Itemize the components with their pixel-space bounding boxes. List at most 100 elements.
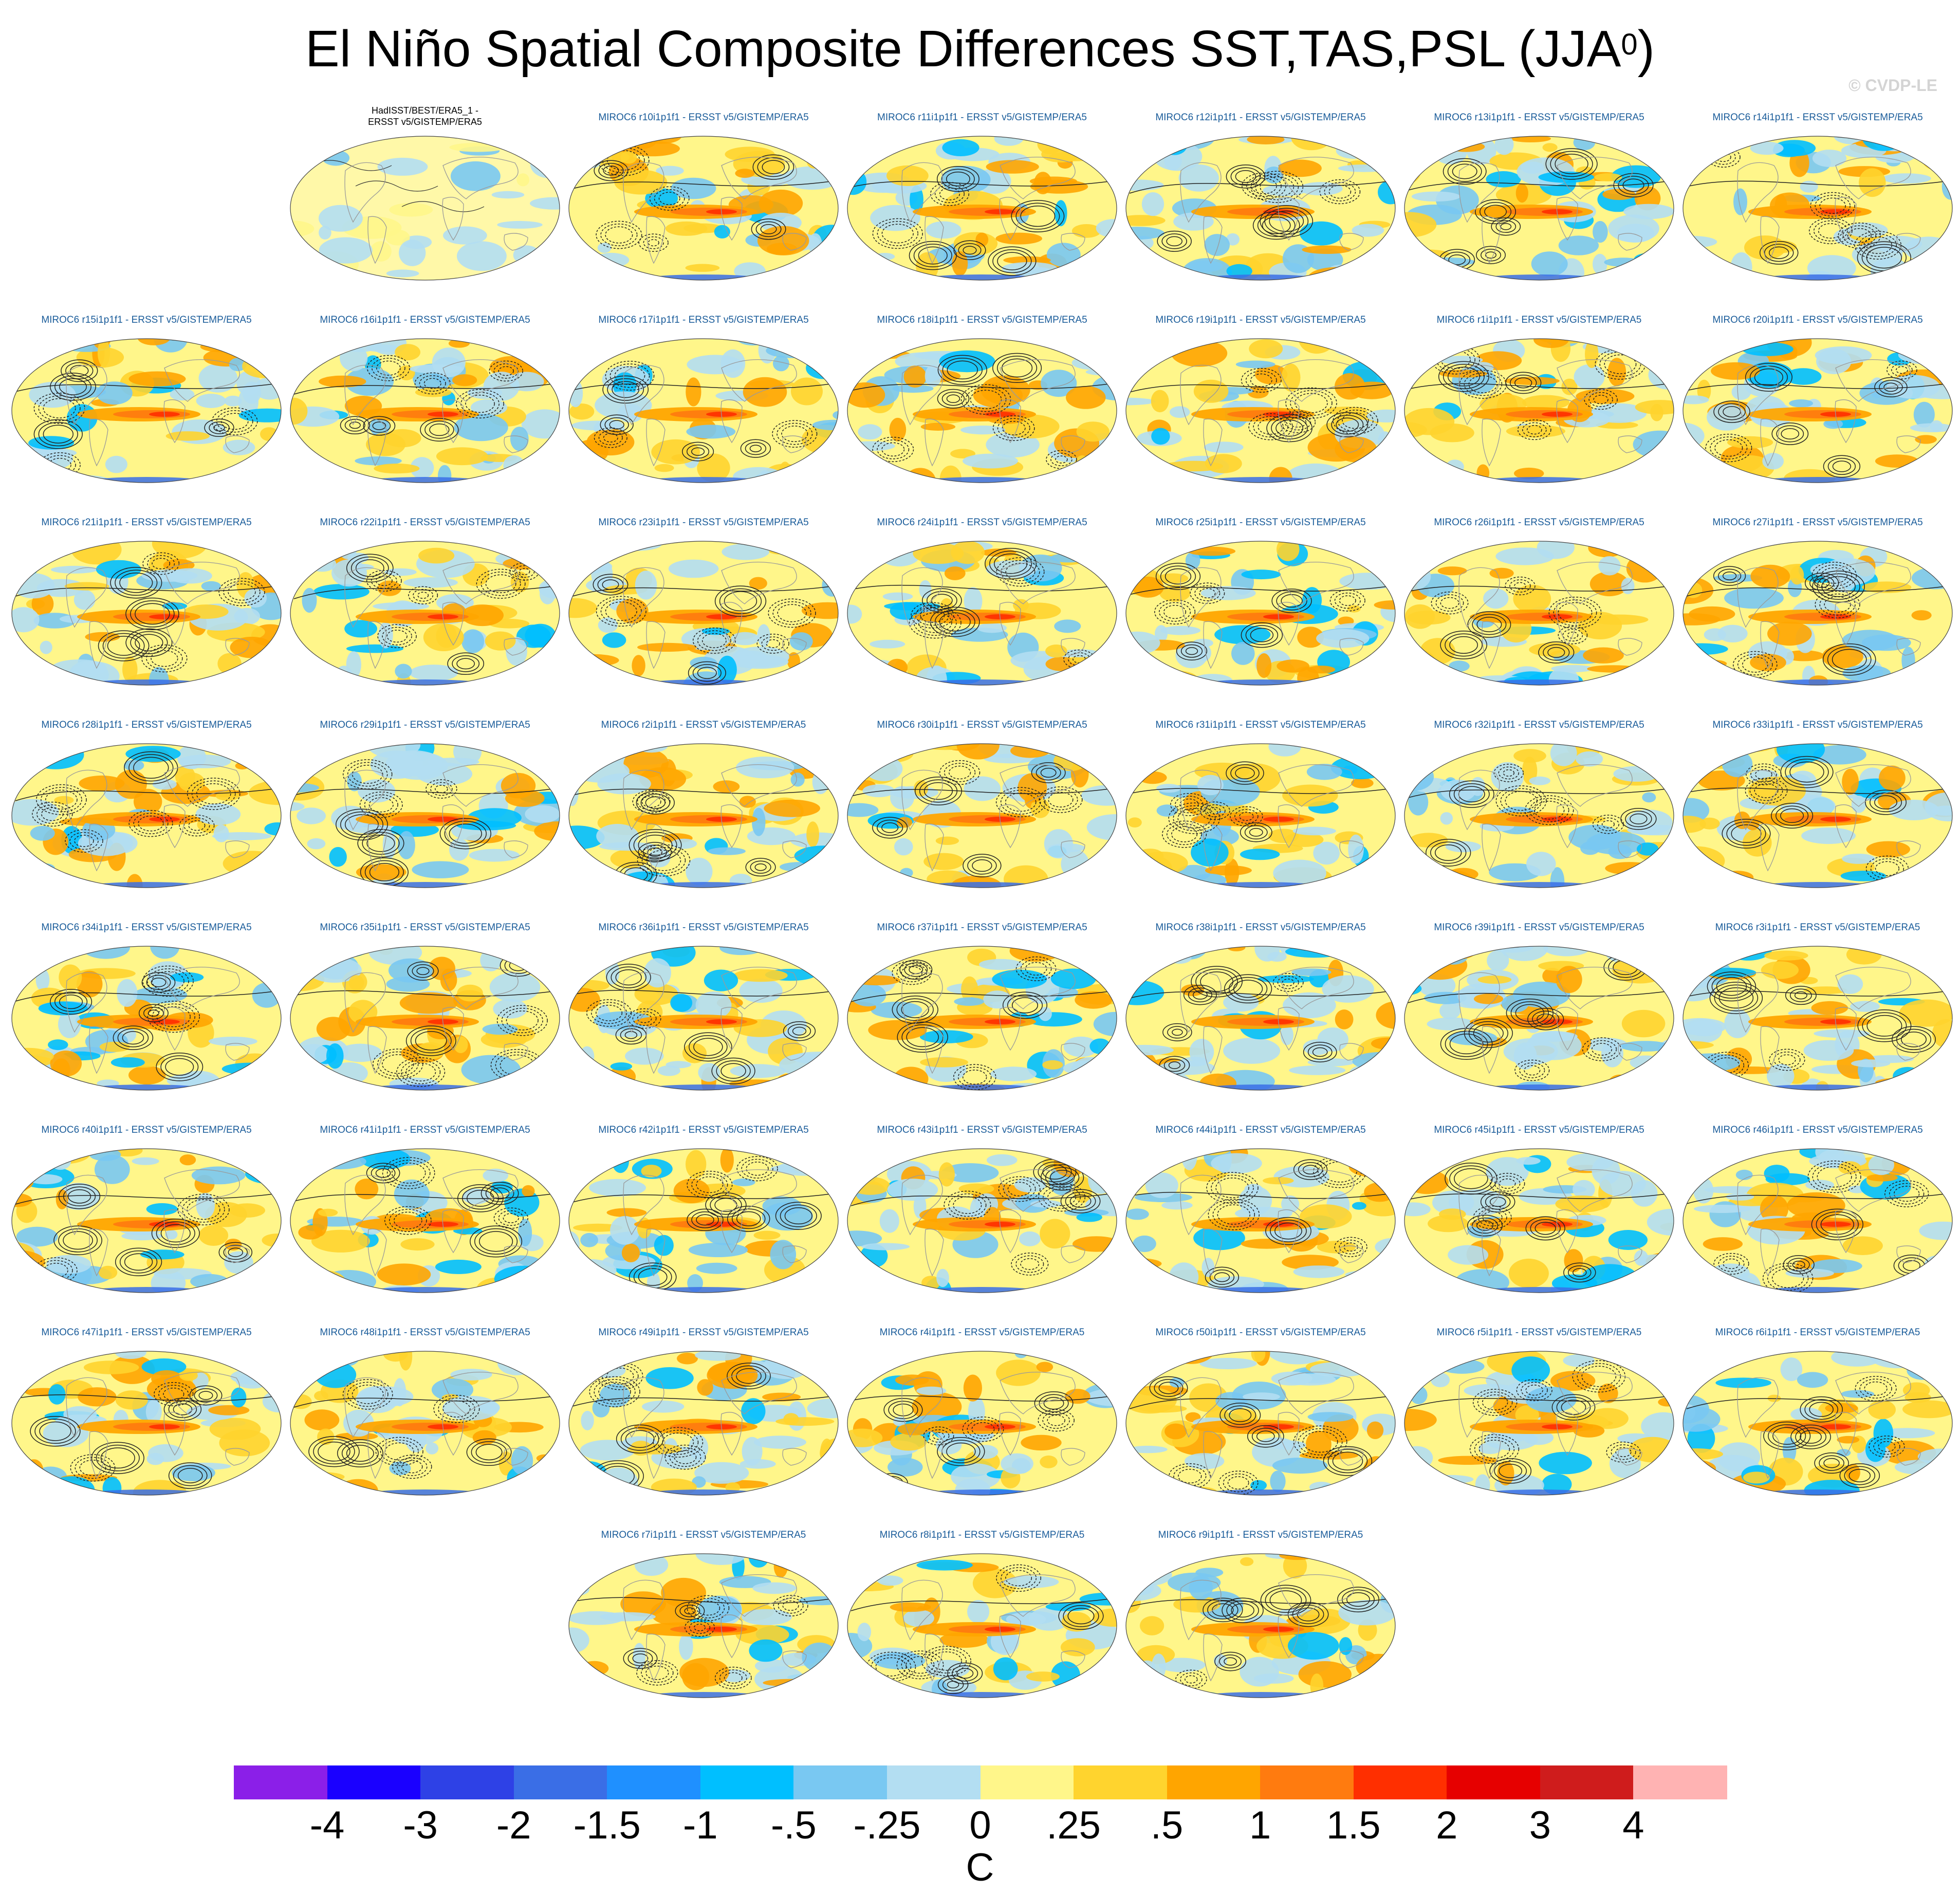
map-panel: MIROC6 r32i1p1f1 - ERSST v5/GISTEMP/ERA5 [1403, 720, 1675, 889]
colorbar-tick-label: 1 [1249, 1804, 1271, 1847]
map-panel: MIROC6 r12i1p1f1 - ERSST v5/GISTEMP/ERA5 [1124, 112, 1397, 282]
map-plot [290, 1148, 560, 1293]
map-plot [1404, 1148, 1674, 1293]
map-panel: MIROC6 r21i1p1f1 - ERSST v5/GISTEMP/ERA5 [10, 517, 283, 687]
panel-title: MIROC6 r10i1p1f1 - ERSST v5/GISTEMP/ERA5 [598, 112, 809, 123]
map-plot [847, 136, 1117, 281]
map-panel: HadISST/BEST/ERA5_1 - ERSST v5/GISTEMP/E… [289, 105, 561, 282]
map-plot [568, 338, 839, 483]
map-plot [847, 946, 1117, 1091]
map-panel: MIROC6 r15i1p1f1 - ERSST v5/GISTEMP/ERA5 [10, 315, 283, 484]
map-field [1404, 1149, 1674, 1293]
map-plot [290, 338, 560, 483]
panel-title: MIROC6 r48i1p1f1 - ERSST v5/GISTEMP/ERA5 [320, 1327, 530, 1338]
colorbar-units-label: C [966, 1846, 994, 1889]
map-plot [290, 541, 560, 686]
colorbar-box [1353, 1765, 1447, 1799]
map-field [12, 541, 281, 685]
map-panel: MIROC6 r37i1p1f1 - ERSST v5/GISTEMP/ERA5 [846, 922, 1118, 1092]
map-plot [1125, 541, 1396, 686]
colorbar-box [420, 1765, 514, 1799]
map-field [12, 1149, 281, 1293]
map-field [1683, 136, 1952, 280]
map-panel: MIROC6 r16i1p1f1 - ERSST v5/GISTEMP/ERA5 [289, 315, 561, 484]
colorbar-box [1633, 1765, 1727, 1799]
map-panel: MIROC6 r31i1p1f1 - ERSST v5/GISTEMP/ERA5 [1124, 720, 1397, 889]
map-field [290, 744, 560, 888]
map-field [12, 946, 281, 1090]
map-panel: MIROC6 r26i1p1f1 - ERSST v5/GISTEMP/ERA5 [1403, 517, 1675, 687]
map-panel: MIROC6 r24i1p1f1 - ERSST v5/GISTEMP/ERA5 [846, 517, 1118, 687]
map-field [847, 136, 1117, 280]
map-panel: MIROC6 r47i1p1f1 - ERSST v5/GISTEMP/ERA5 [10, 1327, 283, 1497]
map-field [1126, 339, 1395, 483]
map-plot [1682, 1148, 1953, 1293]
map-panel: MIROC6 r40i1p1f1 - ERSST v5/GISTEMP/ERA5 [10, 1125, 283, 1294]
map-plot [1125, 946, 1396, 1091]
map-field [1683, 1149, 1952, 1293]
map-field [569, 946, 838, 1090]
map-field [847, 946, 1117, 1090]
map-field [1126, 744, 1395, 888]
panel-title: MIROC6 r49i1p1f1 - ERSST v5/GISTEMP/ERA5 [598, 1327, 809, 1338]
map-plot [1682, 541, 1953, 686]
map-plot [568, 1148, 839, 1293]
map-panel: MIROC6 r14i1p1f1 - ERSST v5/GISTEMP/ERA5 [1681, 112, 1954, 282]
map-panel: MIROC6 r8i1p1f1 - ERSST v5/GISTEMP/ERA5 [846, 1530, 1118, 1699]
map-panel: MIROC6 r27i1p1f1 - ERSST v5/GISTEMP/ERA5 [1681, 517, 1954, 687]
map-panel: MIROC6 r17i1p1f1 - ERSST v5/GISTEMP/ERA5 [567, 315, 840, 484]
map-panel: MIROC6 r45i1p1f1 - ERSST v5/GISTEMP/ERA5 [1403, 1125, 1675, 1294]
map-plot [1125, 1553, 1396, 1698]
map-field [569, 136, 838, 280]
map-plot [1404, 136, 1674, 281]
chart-title: El Niño Spatial Composite Differences SS… [0, 21, 1960, 77]
map-plot [847, 541, 1117, 686]
panel-title: MIROC6 r19i1p1f1 - ERSST v5/GISTEMP/ERA5 [1155, 315, 1366, 325]
panel-title: MIROC6 r5i1p1f1 - ERSST v5/GISTEMP/ERA5 [1436, 1327, 1642, 1338]
panel-title: MIROC6 r13i1p1f1 - ERSST v5/GISTEMP/ERA5 [1434, 112, 1644, 123]
map-panel: MIROC6 r1i1p1f1 - ERSST v5/GISTEMP/ERA5 [1403, 315, 1675, 484]
colorbar-box [700, 1765, 794, 1799]
map-field [12, 339, 281, 483]
map-plot [1682, 136, 1953, 281]
map-panel: MIROC6 r18i1p1f1 - ERSST v5/GISTEMP/ERA5 [846, 315, 1118, 484]
colorbar-box [327, 1765, 421, 1799]
map-field [1683, 339, 1952, 483]
colorbar-tick-label: 1.5 [1326, 1804, 1381, 1847]
colorbar-box [886, 1765, 981, 1799]
colorbar-box [1260, 1765, 1354, 1799]
panel-title: MIROC6 r32i1p1f1 - ERSST v5/GISTEMP/ERA5 [1434, 720, 1644, 730]
panel-title: MIROC6 r46i1p1f1 - ERSST v5/GISTEMP/ERA5 [1712, 1125, 1923, 1135]
map-field [847, 1554, 1117, 1698]
colorbar-box [793, 1765, 887, 1799]
map-field [569, 744, 838, 888]
colorbar-tick-label: .25 [1046, 1804, 1101, 1847]
panel-title: MIROC6 r45i1p1f1 - ERSST v5/GISTEMP/ERA5 [1434, 1125, 1644, 1135]
panel-title: MIROC6 r7i1p1f1 - ERSST v5/GISTEMP/ERA5 [601, 1530, 806, 1540]
map-plot [1404, 338, 1674, 483]
panel-title: MIROC6 r50i1p1f1 - ERSST v5/GISTEMP/ERA5 [1155, 1327, 1366, 1338]
map-field [1404, 946, 1674, 1090]
colorbar-tick-label: 4 [1622, 1804, 1644, 1847]
panel-title: MIROC6 r25i1p1f1 - ERSST v5/GISTEMP/ERA5 [1155, 517, 1366, 528]
colorbar-box [513, 1765, 607, 1799]
map-panel: MIROC6 r2i1p1f1 - ERSST v5/GISTEMP/ERA5 [567, 720, 840, 889]
map-panel: MIROC6 r33i1p1f1 - ERSST v5/GISTEMP/ERA5 [1681, 720, 1954, 889]
map-field [1404, 1351, 1674, 1495]
panel-title: MIROC6 r47i1p1f1 - ERSST v5/GISTEMP/ERA5 [41, 1327, 252, 1338]
map-plot [290, 136, 560, 281]
map-plot [290, 743, 560, 888]
map-field [1404, 541, 1674, 685]
chart-title-main: El Niño Spatial Composite Differences SS… [305, 20, 1621, 78]
map-plot [847, 1351, 1117, 1496]
map-panel: MIROC6 r9i1p1f1 - ERSST v5/GISTEMP/ERA5 [1124, 1530, 1397, 1699]
panel-title: HadISST/BEST/ERA5_1 - ERSST v5/GISTEMP/E… [368, 105, 482, 127]
map-field [1126, 136, 1395, 280]
map-panel: MIROC6 r3i1p1f1 - ERSST v5/GISTEMP/ERA5 [1681, 922, 1954, 1092]
map-panel: MIROC6 r46i1p1f1 - ERSST v5/GISTEMP/ERA5 [1681, 1125, 1954, 1294]
map-panel: MIROC6 r48i1p1f1 - ERSST v5/GISTEMP/ERA5 [289, 1327, 561, 1497]
map-panel: MIROC6 r38i1p1f1 - ERSST v5/GISTEMP/ERA5 [1124, 922, 1397, 1092]
map-field [569, 1351, 838, 1495]
map-field [847, 1351, 1117, 1495]
panel-title: MIROC6 r44i1p1f1 - ERSST v5/GISTEMP/ERA5 [1155, 1125, 1366, 1135]
